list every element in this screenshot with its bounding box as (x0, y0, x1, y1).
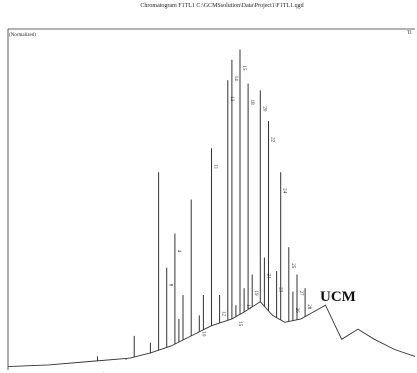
peak-label: 20 (261, 106, 266, 112)
ucm-annotation: UCM (320, 289, 356, 305)
plot-frame (7, 28, 415, 370)
peak-label: 11 (213, 164, 218, 169)
peak-label: 8 (168, 284, 173, 287)
peak-label: 14 (233, 76, 238, 82)
peak-label: 27 (298, 291, 303, 297)
peak-label: 28 (306, 304, 311, 310)
peak-label: 23 (278, 287, 283, 293)
peak-label: 12 (221, 311, 226, 317)
peak-label: 13 (229, 96, 234, 102)
corner-label: TI (407, 31, 412, 36)
peak-label: 15 (237, 321, 242, 327)
series-line (7, 301, 416, 368)
peak-label: 4 (176, 250, 181, 253)
peak-label: 10 (200, 331, 205, 337)
peak-label: 18 (249, 100, 254, 106)
peak-label: 26 (294, 308, 299, 314)
peak-label: 19 (253, 291, 258, 297)
peak-label: 25 (290, 263, 295, 269)
peak-lines (97, 49, 306, 361)
chart-title: Chromatogram F1TL1 C:\GCMSsolution\Data\… (140, 3, 303, 9)
peak-label: 21 (265, 274, 270, 280)
y-axis-label: (Normalized) (9, 33, 36, 38)
chromatogram-baseline (7, 301, 416, 368)
peak-label: 22 (270, 137, 275, 143)
peak-label: 15 (241, 66, 246, 72)
peak-labels: 7841011121314151517181920212223242526272… (99, 66, 312, 373)
peak-label: 24 (282, 188, 287, 194)
peak-label: 17 (245, 304, 250, 310)
